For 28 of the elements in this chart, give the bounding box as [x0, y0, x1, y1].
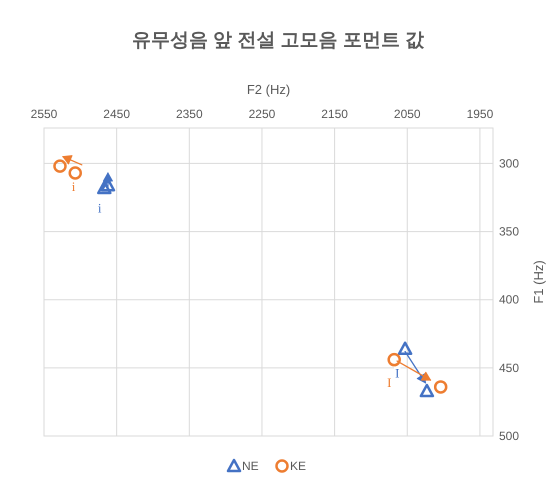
x-tick-label: 1950 [466, 107, 494, 121]
data-label: I [395, 366, 400, 381]
legend-label: KE [290, 459, 306, 473]
point [398, 342, 412, 356]
point [387, 352, 401, 366]
x-tick-label: 2350 [176, 107, 203, 121]
chart-title: 유무성음 앞 전설 고모음 포먼트 값 [132, 30, 426, 51]
point [97, 180, 112, 194]
data-label: i [72, 178, 76, 194]
point [420, 384, 434, 398]
data-label: I [387, 375, 392, 390]
y-tick-label: 300 [499, 156, 520, 170]
x-tick-label: 2550 [30, 107, 58, 121]
point [53, 159, 67, 173]
x-tick-label: 2150 [321, 107, 348, 121]
y-tick-label: 450 [499, 360, 520, 375]
y-axis-title: F1 (Hz) [531, 260, 546, 304]
y-tick-label: 500 [499, 429, 520, 443]
y-tick-label: 400 [499, 292, 520, 307]
point [68, 166, 82, 180]
x-tick-label: 2250 [248, 107, 276, 121]
legend-label: NE [242, 459, 259, 473]
y-tick-label: 350 [499, 224, 520, 239]
point [434, 380, 448, 394]
x-tick-label: 2050 [394, 107, 421, 121]
data-label: i [98, 200, 102, 216]
x-axis-title: F2 (Hz) [246, 82, 290, 97]
x-tick-label: 2450 [103, 107, 130, 121]
